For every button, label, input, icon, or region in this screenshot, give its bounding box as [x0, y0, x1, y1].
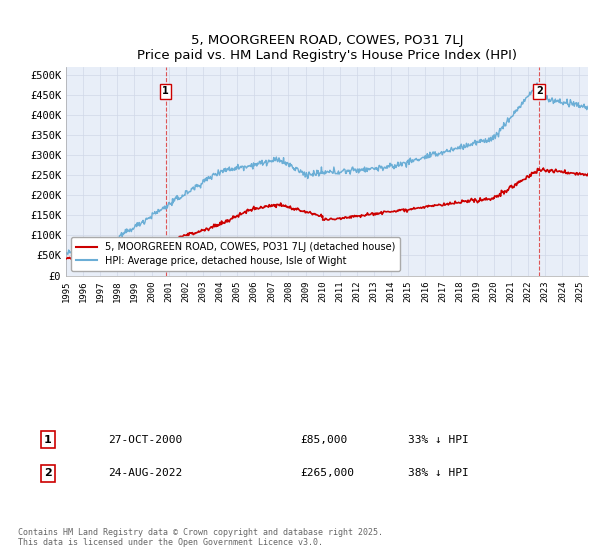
- Text: 24-AUG-2022: 24-AUG-2022: [108, 468, 182, 478]
- Text: 27-OCT-2000: 27-OCT-2000: [108, 435, 182, 445]
- Title: 5, MOORGREEN ROAD, COWES, PO31 7LJ
Price paid vs. HM Land Registry's House Price: 5, MOORGREEN ROAD, COWES, PO31 7LJ Price…: [137, 34, 517, 62]
- Text: Contains HM Land Registry data © Crown copyright and database right 2025.
This d: Contains HM Land Registry data © Crown c…: [18, 528, 383, 547]
- Text: 1: 1: [44, 435, 52, 445]
- Text: 1: 1: [162, 86, 169, 96]
- Text: £265,000: £265,000: [300, 468, 354, 478]
- Text: 33% ↓ HPI: 33% ↓ HPI: [408, 435, 469, 445]
- Legend: 5, MOORGREEN ROAD, COWES, PO31 7LJ (detached house), HPI: Average price, detache: 5, MOORGREEN ROAD, COWES, PO31 7LJ (deta…: [71, 237, 400, 270]
- Text: 2: 2: [536, 86, 542, 96]
- Text: £85,000: £85,000: [300, 435, 347, 445]
- Text: 38% ↓ HPI: 38% ↓ HPI: [408, 468, 469, 478]
- Text: 2: 2: [44, 468, 52, 478]
